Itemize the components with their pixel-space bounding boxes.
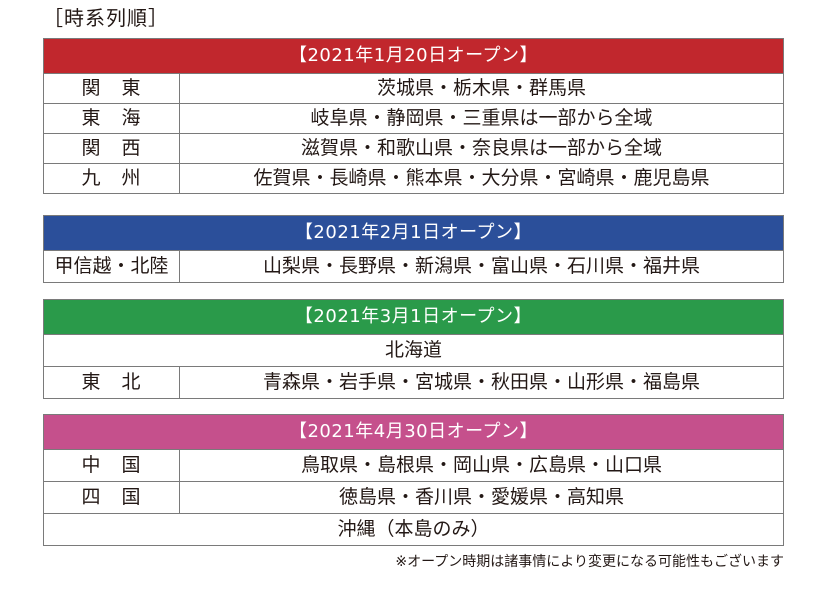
section-apr-2021: 【2021年4月30日オープン】 中 国 鳥取県・島根県・岡山県・広島県・山口県… [43, 414, 784, 546]
table-row: 中 国 鳥取県・島根県・岡山県・広島県・山口県 [44, 449, 783, 481]
region-label: 四 国 [44, 482, 180, 513]
table-row: 関 東 茨城県・栃木県・群馬県 [44, 73, 783, 103]
section-header-jan: 【2021年1月20日オープン】 [44, 39, 783, 73]
footnote: ※オープン時期は諸事情により変更になる可能性もございます [395, 554, 784, 570]
section-jan-2021: 【2021年1月20日オープン】 関 東 茨城県・栃木県・群馬県 東 海 岐阜県… [43, 38, 784, 194]
section-header-mar: 【2021年3月1日オープン】 [44, 300, 783, 334]
prefecture-list: 徳島県・香川県・愛媛県・高知県 [338, 486, 624, 508]
section-feb-2021: 【2021年2月1日オープン】 甲信越・北陸 山梨県・長野県・新潟県・富山県・石… [43, 215, 784, 283]
full-width-region: 北海道 [384, 339, 442, 361]
region-label: 東 海 [44, 104, 180, 133]
prefecture-list: 佐賀県・長崎県・熊本県・大分県・宮崎県・鹿児島県 [253, 167, 710, 189]
prefecture-list: 茨城県・栃木県・群馬県 [376, 77, 586, 99]
region-label: 関 東 [44, 74, 180, 103]
prefecture-list: 岐阜県・静岡県・三重県は一部から全域 [310, 107, 653, 129]
full-width-region: 沖縄（本島のみ） [337, 518, 490, 540]
table-row: 東 北 青森県・岩手県・宮城県・秋田県・山形県・福島県 [44, 366, 783, 398]
prefecture-list: 鳥取県・島根県・岡山県・広島県・山口県 [300, 454, 662, 476]
region-label: 東 北 [44, 367, 180, 398]
prefecture-list: 青森県・岩手県・宮城県・秋田県・山形県・福島県 [262, 371, 700, 393]
prefecture-list: 山梨県・長野県・新潟県・富山県・石川県・福井県 [262, 255, 700, 277]
table-row: 四 国 徳島県・香川県・愛媛県・高知県 [44, 481, 783, 513]
table-row: 沖縄（本島のみ） [44, 513, 783, 545]
table-row: 関 西 滋賀県・和歌山県・奈良県は一部から全域 [44, 133, 783, 163]
table-row: 九 州 佐賀県・長崎県・熊本県・大分県・宮崎県・鹿児島県 [44, 163, 783, 193]
prefecture-list: 滋賀県・和歌山県・奈良県は一部から全域 [300, 137, 662, 159]
table-row: 甲信越・北陸 山梨県・長野県・新潟県・富山県・石川県・福井県 [44, 250, 783, 282]
table-row: 北海道 [44, 334, 783, 366]
section-mar-2021: 【2021年3月1日オープン】 北海道 東 北 青森県・岩手県・宮城県・秋田県・… [43, 299, 784, 399]
page-title: ［時系列順］ [43, 6, 169, 30]
section-header-feb: 【2021年2月1日オープン】 [44, 216, 783, 250]
region-label: 甲信越・北陸 [44, 251, 180, 282]
section-header-apr: 【2021年4月30日オープン】 [44, 415, 783, 449]
region-label: 九 州 [44, 164, 180, 193]
region-label: 関 西 [44, 134, 180, 163]
region-label: 中 国 [44, 450, 180, 481]
table-row: 東 海 岐阜県・静岡県・三重県は一部から全域 [44, 103, 783, 133]
